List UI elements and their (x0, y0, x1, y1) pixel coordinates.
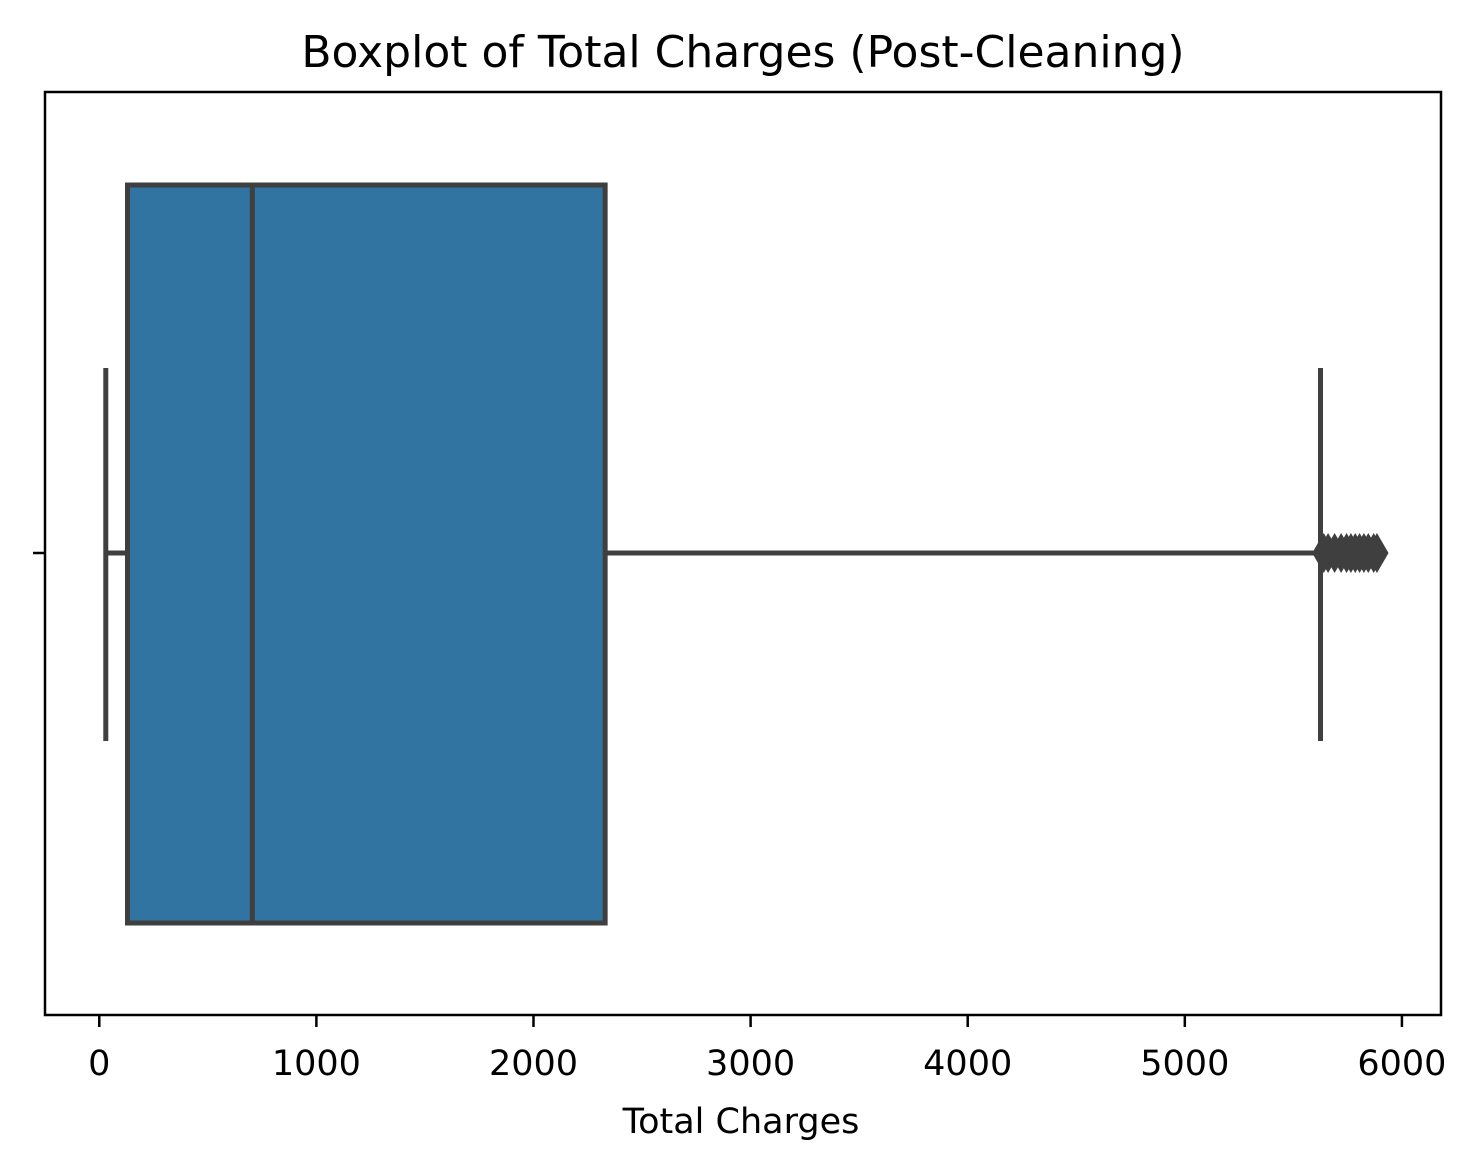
x-tick-label: 0 (88, 1044, 110, 1084)
x-tick-label: 3000 (706, 1044, 795, 1084)
plot-area (103, 182, 1389, 926)
x-axis-ticks: 0 1000 2000 3000 4000 5000 6000 (88, 1015, 1446, 1084)
x-tick-label: 2000 (489, 1044, 578, 1084)
chart-title: Boxplot of Total Charges (Post-Cleaning) (301, 27, 1184, 78)
x-axis-label: Total Charges (622, 1102, 860, 1142)
x-tick-label: 1000 (272, 1044, 361, 1084)
x-tick-label: 4000 (923, 1044, 1012, 1084)
iqr-box (125, 182, 608, 926)
x-tick-label: 6000 (1357, 1044, 1446, 1084)
outlier-point (1365, 533, 1389, 573)
x-tick-label: 5000 (1140, 1044, 1229, 1084)
